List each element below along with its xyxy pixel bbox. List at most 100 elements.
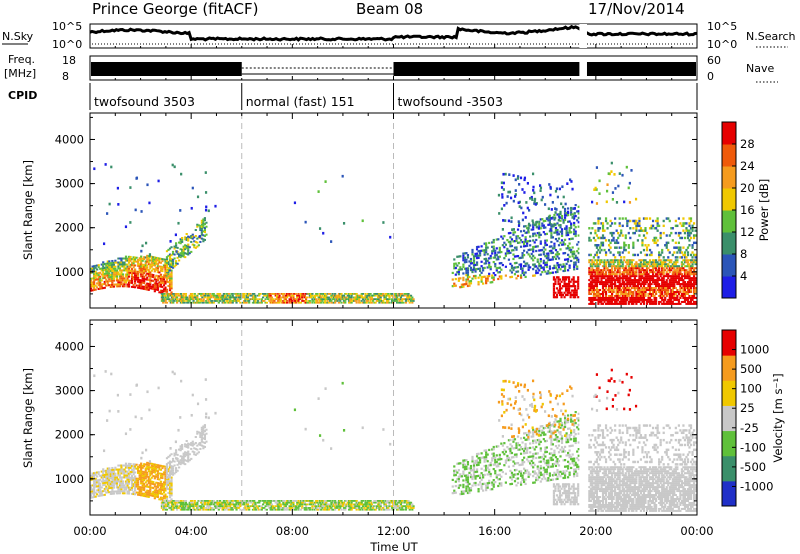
velocity-cell <box>126 480 129 483</box>
power-cell <box>611 277 614 280</box>
power-cell <box>105 284 108 287</box>
power-cell <box>149 255 152 258</box>
power-cell <box>561 293 565 297</box>
power-cell <box>143 276 146 278</box>
power-cell <box>90 279 93 282</box>
velocity-cell <box>124 470 128 473</box>
power-cell <box>344 300 347 302</box>
power-cell <box>509 251 512 254</box>
power-cell <box>205 233 208 236</box>
velocity-cell <box>173 464 176 467</box>
power-cell <box>682 300 685 303</box>
velocity-cell <box>103 489 106 492</box>
power-cell <box>641 296 644 299</box>
power-cell <box>621 251 624 254</box>
power-cell <box>165 268 169 271</box>
power-cell <box>671 267 674 270</box>
power-cell <box>210 301 213 304</box>
power-cell <box>486 277 489 280</box>
power-cell <box>633 283 636 286</box>
power-cell <box>138 271 141 274</box>
power-cell <box>627 269 630 272</box>
power-cell <box>398 300 401 302</box>
velocity-cell <box>137 479 140 482</box>
power-cell <box>359 301 362 304</box>
power-cell <box>656 285 659 288</box>
power-cell <box>574 232 577 235</box>
power-cell <box>589 281 592 284</box>
power-cell <box>208 301 212 304</box>
power-cell <box>688 244 691 247</box>
power-cell <box>607 298 611 301</box>
power-cell <box>325 294 328 297</box>
power-cell <box>611 294 614 297</box>
power-cell <box>258 294 261 297</box>
power-cell <box>134 258 137 261</box>
power-cell <box>127 285 131 288</box>
power-cell <box>541 266 544 269</box>
freq-label-2: [MHz] <box>4 67 36 80</box>
power-cell <box>202 298 205 301</box>
power-cell <box>597 265 600 268</box>
power-cell <box>485 279 488 283</box>
power-cell <box>559 248 562 251</box>
power-cell <box>270 296 274 299</box>
power-cell <box>294 298 298 301</box>
power-cell <box>533 197 537 201</box>
power-cell <box>595 246 599 249</box>
power-cell <box>203 293 207 295</box>
power-cell <box>595 253 599 257</box>
power-cell <box>168 279 172 282</box>
power-cell <box>535 269 538 272</box>
power-cell <box>577 296 580 299</box>
power-cell <box>111 269 114 272</box>
velocity-cell <box>165 457 169 460</box>
power-cell <box>156 259 159 262</box>
velocity-cell <box>155 495 158 498</box>
power-cell <box>538 236 541 239</box>
power-cell <box>160 294 164 297</box>
power-cell <box>320 300 323 302</box>
velocity-cell <box>147 476 150 479</box>
velocity-cell <box>164 489 167 492</box>
power-cell <box>162 264 166 267</box>
power-cell <box>341 296 344 299</box>
power-cell <box>618 289 621 292</box>
power-cell <box>647 277 650 280</box>
velocity-cell <box>147 482 150 485</box>
power-cell <box>635 227 638 230</box>
power-cell <box>279 296 282 299</box>
power-cell <box>682 291 685 293</box>
power-cell <box>460 283 463 286</box>
velocity-cell <box>126 466 129 469</box>
power-cell <box>411 296 414 299</box>
power-cell <box>506 195 509 198</box>
power-cell <box>636 283 640 286</box>
power-cell <box>624 248 627 252</box>
power-cell <box>674 293 677 295</box>
power-cell <box>239 301 242 304</box>
power-cell <box>642 234 646 237</box>
power-cell <box>620 246 623 249</box>
power-cell <box>489 254 492 258</box>
power-cell <box>670 275 673 278</box>
power-cell <box>530 248 533 251</box>
power-cell <box>369 298 372 301</box>
power-cell <box>93 281 96 284</box>
power-cell <box>250 298 253 301</box>
power-cell <box>510 249 514 252</box>
power-cell <box>554 207 557 210</box>
power-cell <box>688 289 691 292</box>
power-cell <box>204 208 208 212</box>
power-cell <box>141 265 144 268</box>
power-cell <box>106 212 109 215</box>
velocity-cell <box>156 470 159 473</box>
velocity-cell <box>94 483 97 486</box>
power-cell <box>609 265 612 268</box>
power-cell <box>612 253 615 257</box>
power-cell <box>103 272 106 275</box>
power-cell <box>614 246 617 249</box>
power-cell <box>621 273 624 276</box>
power-cell <box>168 269 172 272</box>
power-cell <box>650 271 653 274</box>
